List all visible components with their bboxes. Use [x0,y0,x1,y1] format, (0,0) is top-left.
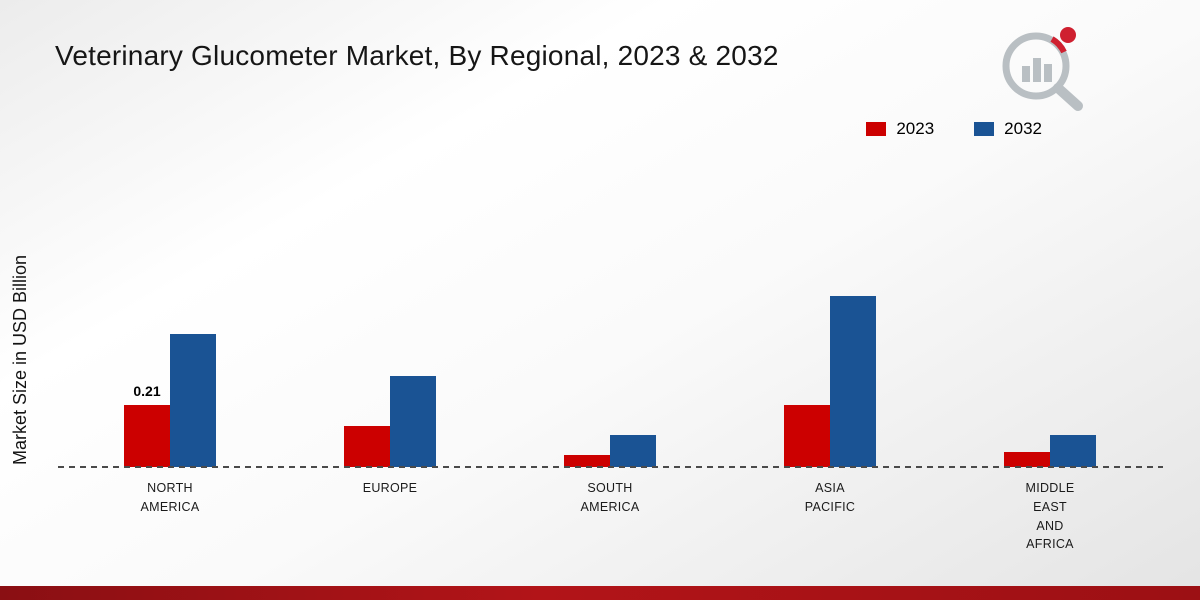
bar-pair [1004,435,1096,467]
category-label: SOUTH AMERICA [580,481,640,514]
bar-group: 0.21 NORTH AMERICA [124,334,216,514]
legend-swatch-2023-icon [866,122,887,136]
bar-2032 [390,376,436,467]
legend-label-2023: 2023 [896,119,935,138]
category-label: EUROPE [362,481,418,495]
bar-2032 [1050,435,1096,467]
bar-2032 [610,435,656,467]
bar-group: EUROPE [344,376,436,495]
bar-2023 [784,405,830,467]
bar-pair [344,376,436,467]
y-axis-label: Market Size in USD Billion [10,254,30,466]
bar-2023: 0.21 [124,383,170,467]
legend-label-2032: 2032 [1004,119,1042,138]
bar-pair [784,296,876,467]
legend-item-2023: 2023 [866,119,934,139]
legend-swatch-2032-icon [974,122,995,136]
category-label: ASIA PACIFIC [804,481,856,514]
category-label: NORTH AMERICA [140,481,200,514]
bar-2032 [170,334,216,467]
bar-group: SOUTH AMERICA [564,435,656,514]
bar-pair: 0.21 [124,334,216,467]
bar-group: MIDDLE EAST AND AFRICA [1004,435,1096,551]
category-label: MIDDLE EAST AND AFRICA [1025,481,1075,552]
bar-pair [564,435,656,467]
bar-2023 [1004,452,1050,467]
bar-2032 [830,296,876,467]
bar-2023 [564,455,610,467]
magnifier-chart-icon [1002,27,1083,111]
legend-item-2032: 2032 [974,119,1042,139]
bar-2023 [344,426,390,467]
legend: 2023 2032 [866,119,1042,139]
bar-group: ASIA PACIFIC [784,296,876,514]
brand-logo [994,22,1090,114]
footer-stripe [0,586,1200,600]
plot-area: 0.21 NORTH AMERICA EUROPE SOUTH AMERICA ASIA PA… [60,172,1160,551]
value-label: 0.21 [133,383,161,399]
x-axis-baseline [58,466,1163,468]
chart-title: Veterinary Glucometer Market, By Regiona… [55,40,779,71]
